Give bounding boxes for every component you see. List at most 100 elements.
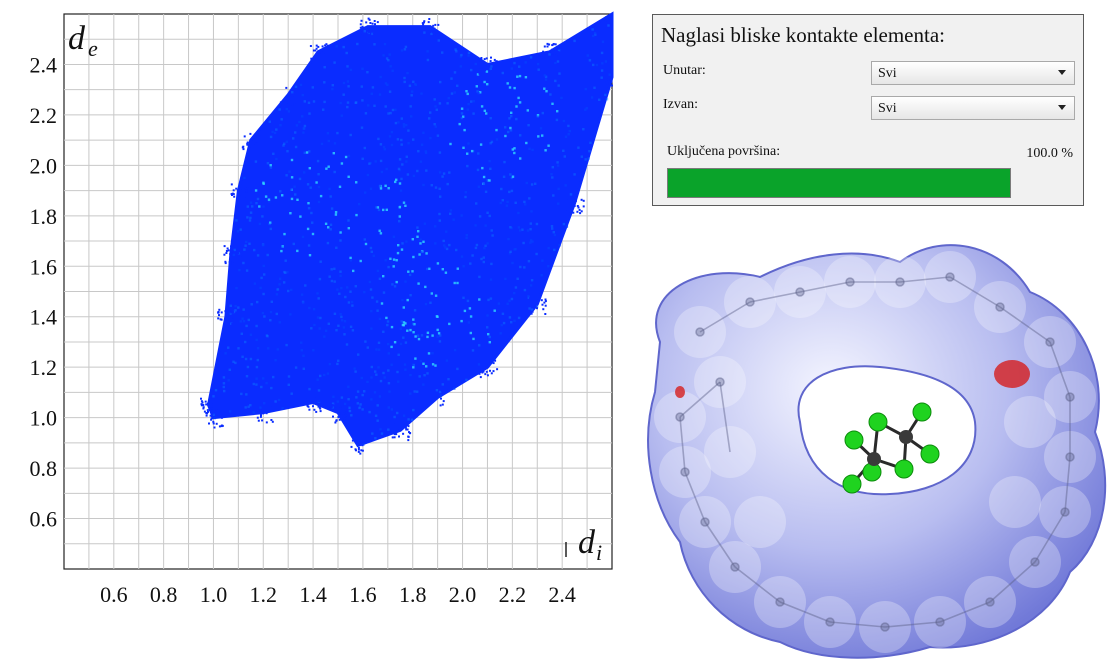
chevron-down-icon bbox=[1058, 70, 1066, 75]
density-pixel bbox=[434, 364, 437, 367]
density-pixel bbox=[261, 408, 264, 411]
density-pixel bbox=[573, 173, 576, 176]
density-pixel bbox=[562, 222, 566, 226]
density-pixel bbox=[428, 31, 431, 33]
density-pixel bbox=[398, 206, 401, 209]
density-pixel bbox=[291, 96, 294, 99]
density-pixel bbox=[547, 144, 550, 147]
density-pixel bbox=[482, 370, 485, 373]
outside-select[interactable]: Svi bbox=[871, 96, 1075, 120]
density-pixel bbox=[369, 246, 373, 250]
density-pixel bbox=[488, 70, 491, 73]
density-pixel bbox=[243, 248, 246, 251]
density-pixel bbox=[278, 108, 281, 111]
density-pixel bbox=[408, 84, 412, 87]
density-pixel bbox=[361, 449, 364, 452]
density-pixel bbox=[434, 225, 437, 228]
density-pixel bbox=[320, 142, 324, 146]
density-pixel bbox=[519, 157, 522, 160]
density-pixel bbox=[262, 377, 265, 380]
density-pixel bbox=[402, 336, 405, 339]
density-pixel bbox=[544, 300, 547, 303]
density-pixel bbox=[378, 184, 381, 188]
density-pixel bbox=[475, 202, 478, 205]
density-pixel bbox=[550, 225, 554, 228]
density-pixel bbox=[360, 126, 364, 129]
density-pixel bbox=[253, 248, 256, 252]
density-pixel bbox=[416, 334, 420, 337]
density-pixel bbox=[600, 76, 603, 79]
density-pixel bbox=[557, 49, 561, 52]
density-pixel bbox=[380, 302, 384, 305]
density-pixel bbox=[228, 261, 231, 264]
density-pixel bbox=[384, 105, 387, 108]
density-pixel bbox=[535, 222, 539, 226]
density-pixel bbox=[246, 141, 249, 144]
density-pixel bbox=[220, 416, 223, 419]
density-pixel bbox=[611, 84, 613, 87]
density-pixel bbox=[225, 318, 228, 321]
density-pixel bbox=[376, 419, 379, 422]
density-pixel bbox=[378, 93, 382, 96]
density-pixel bbox=[434, 294, 438, 297]
fingerprint-plot: 0.6 0.8 1.0 1.2 1.4 1.6 1.8 2.0 2.2 2.4 0.60.81.0… bbox=[30, 11, 614, 607]
density-pixel bbox=[333, 312, 337, 315]
chlorine-atom bbox=[894, 459, 914, 479]
density-pixel bbox=[467, 54, 470, 57]
density-pixel bbox=[222, 385, 225, 389]
density-pixel bbox=[300, 293, 304, 296]
density-pixel bbox=[222, 382, 226, 385]
density-pixel bbox=[589, 141, 592, 144]
density-pixel bbox=[249, 201, 253, 204]
inside-select[interactable]: Svi bbox=[871, 61, 1075, 85]
density-pixel bbox=[290, 188, 293, 191]
density-pixel bbox=[210, 407, 213, 410]
density-pixel bbox=[399, 342, 403, 346]
density-pixel bbox=[325, 167, 328, 170]
density-pixel bbox=[384, 82, 388, 85]
density-pixel bbox=[383, 42, 387, 46]
density-pixel bbox=[374, 437, 377, 440]
density-pixel bbox=[527, 296, 530, 299]
density-pixel bbox=[227, 379, 230, 382]
density-pixel bbox=[409, 392, 412, 395]
density-pixel bbox=[482, 368, 485, 371]
density-pixel bbox=[285, 140, 288, 143]
density-pixel bbox=[269, 221, 272, 224]
atom bbox=[895, 277, 905, 287]
density-pixel bbox=[236, 199, 239, 201]
density-pixel bbox=[404, 280, 407, 283]
density-pixel bbox=[367, 30, 370, 33]
density-pixel bbox=[368, 410, 371, 414]
density-pixel bbox=[346, 414, 348, 417]
density-pixel bbox=[205, 414, 208, 417]
density-pixel bbox=[334, 211, 338, 214]
density-pixel bbox=[302, 367, 305, 370]
density-pixel bbox=[547, 265, 550, 268]
density-pixel bbox=[562, 149, 565, 152]
density-pixel bbox=[411, 90, 414, 93]
density-pixel bbox=[327, 165, 330, 168]
density-pixel bbox=[349, 259, 353, 262]
density-pixel bbox=[390, 408, 394, 411]
density-pixel bbox=[256, 416, 259, 419]
density-pixel bbox=[518, 101, 522, 104]
density-pixel bbox=[209, 414, 212, 417]
ligand-molecule bbox=[842, 402, 940, 494]
density-pixel bbox=[376, 21, 379, 24]
density-pixel bbox=[317, 45, 320, 48]
density-pixel bbox=[481, 59, 484, 62]
bond-line bbox=[779, 601, 831, 623]
density-pixel bbox=[387, 428, 390, 431]
density-pixel bbox=[422, 183, 425, 187]
density-pixel bbox=[347, 175, 350, 178]
density-pixel bbox=[504, 134, 507, 138]
density-pixel bbox=[246, 216, 249, 219]
density-pixel bbox=[407, 439, 410, 442]
density-pixel bbox=[528, 197, 531, 200]
density-pixel bbox=[412, 322, 415, 326]
density-pixel bbox=[312, 308, 316, 311]
density-pixel bbox=[249, 333, 253, 336]
density-pixel bbox=[271, 130, 274, 134]
density-pixel bbox=[206, 412, 208, 414]
